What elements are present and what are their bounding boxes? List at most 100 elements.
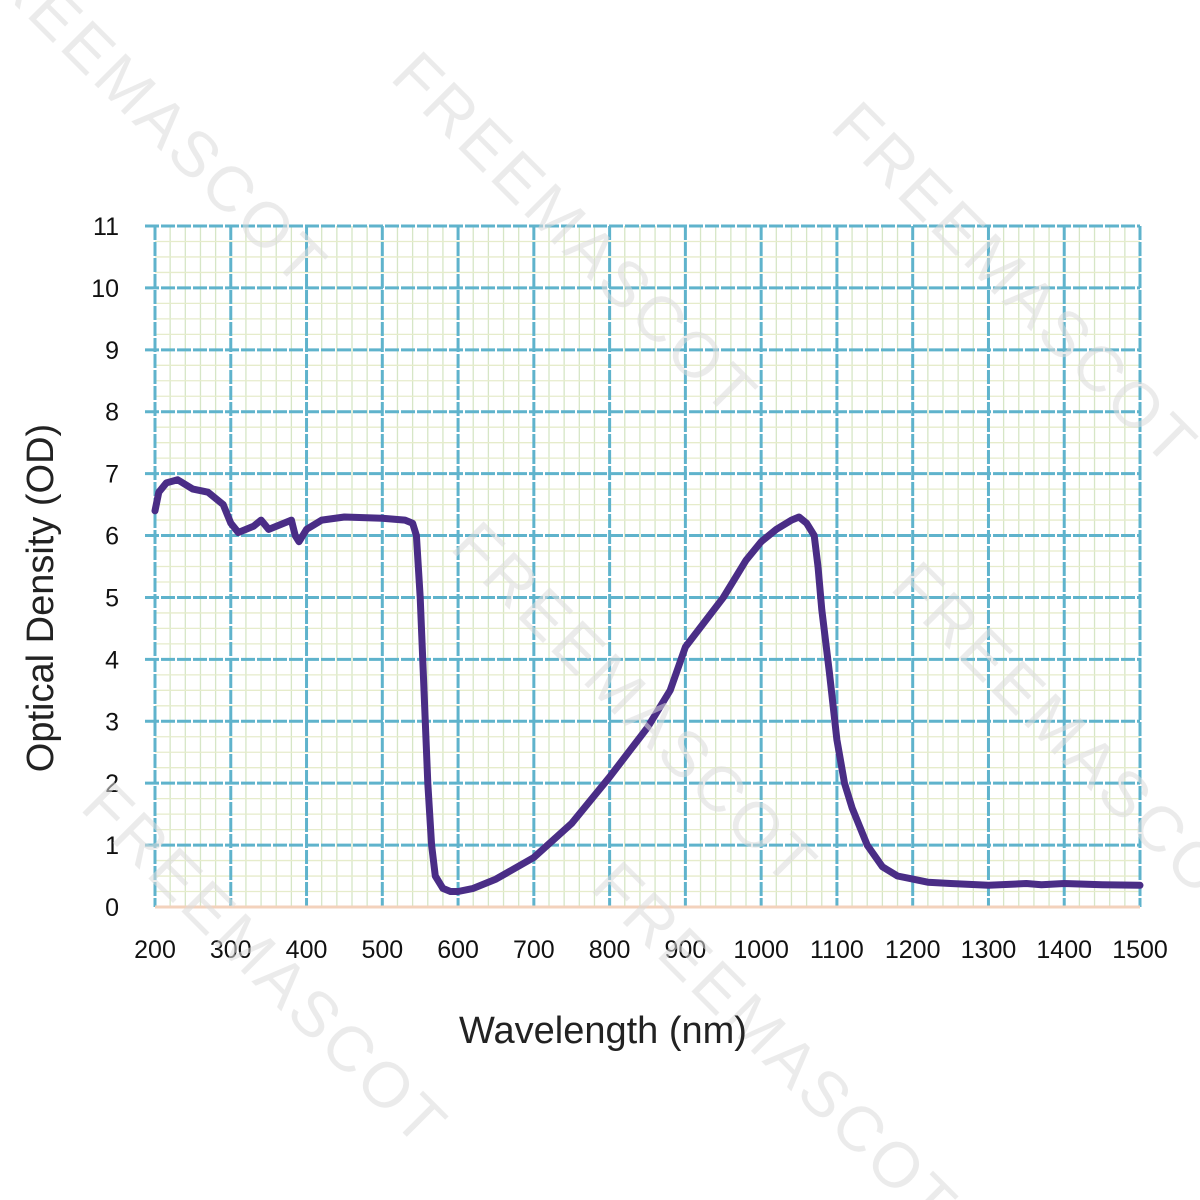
data-point (682, 644, 688, 650)
data-point (819, 607, 825, 613)
data-point (448, 889, 453, 895)
y-tick-label: 9 (105, 337, 119, 365)
data-point (425, 780, 431, 786)
x-tick-labels: 200 300 400 500 600 700 800 900 1000 1100 1200 1300… (134, 936, 1168, 964)
data-point (826, 669, 832, 675)
x-tick-label: 1000 (733, 936, 789, 964)
data-point (834, 737, 840, 743)
data-point (1099, 882, 1105, 888)
data-point (667, 687, 673, 693)
data-point (455, 889, 461, 895)
x-tick-label: 1200 (885, 936, 941, 964)
data-point (1137, 882, 1143, 888)
x-axis-title: Wavelength (nm) (459, 1010, 747, 1052)
data-point (175, 477, 181, 483)
data-point (842, 780, 847, 786)
data-point (266, 526, 272, 532)
x-tick-label: 1300 (961, 936, 1017, 964)
data-point (417, 594, 423, 600)
data-point (470, 885, 476, 891)
x-tick-label: 1100 (810, 936, 864, 964)
data-point (220, 502, 226, 508)
x-tick-label: 1500 (1112, 936, 1168, 964)
data-point (864, 842, 870, 848)
data-point (788, 517, 794, 523)
data-point (235, 529, 241, 535)
data-point (849, 805, 855, 811)
data-point (645, 724, 650, 730)
data-point (569, 820, 575, 826)
data-point (811, 533, 817, 539)
x-tick-label: 700 (513, 936, 555, 964)
data-point (152, 508, 158, 514)
y-tick-label: 6 (105, 523, 119, 551)
data-point (251, 523, 256, 529)
watermark-text: FREEMASCOT (379, 38, 772, 431)
data-point (910, 876, 916, 882)
data-point (440, 885, 446, 891)
data-point (258, 517, 264, 523)
data-point (228, 520, 234, 526)
data-point (720, 594, 726, 600)
y-tick-label: 1 (105, 832, 119, 860)
y-tick-label: 10 (91, 275, 119, 303)
data-point (281, 520, 287, 526)
y-tick-label: 7 (105, 461, 119, 489)
y-tick-label: 8 (105, 399, 119, 427)
data-point (379, 515, 385, 521)
watermark-text: FREEMASCOT (819, 88, 1200, 481)
data-point (948, 880, 954, 886)
data-point (421, 687, 427, 693)
x-tick-label: 400 (286, 936, 328, 964)
y-tick-label: 0 (105, 894, 119, 922)
data-point (1061, 880, 1067, 886)
data-point (292, 533, 298, 539)
data-point (493, 876, 499, 882)
y-tick-label: 11 (93, 213, 119, 241)
y-tick-label: 5 (105, 584, 119, 612)
y-tick-labels: 0 1 2 3 4 5 6 7 8 9 10 11 (91, 213, 119, 922)
data-point (804, 520, 810, 526)
y-tick-label: 4 (105, 646, 119, 674)
data-point (319, 517, 325, 523)
data-point (607, 774, 613, 780)
watermark-text: FREEMASCOT (69, 768, 462, 1161)
series-layer (151, 476, 1144, 895)
grid (145, 224, 1142, 907)
data-point (304, 526, 310, 532)
data-point (190, 486, 196, 492)
y-tick-label: 2 (105, 770, 119, 798)
data-point (163, 480, 169, 486)
x-tick-label: 900 (665, 936, 707, 964)
x-tick-label: 1400 (1036, 936, 1092, 964)
data-point (925, 879, 931, 885)
data-point (413, 533, 419, 539)
x-tick-label: 600 (437, 936, 479, 964)
x-tick-label: 500 (361, 936, 403, 964)
data-point (156, 489, 162, 495)
data-point (296, 539, 302, 545)
data-point (410, 520, 416, 526)
data-point (402, 517, 408, 523)
data-point (985, 882, 991, 888)
data-point (758, 539, 764, 545)
data-point (205, 489, 211, 495)
data-point (429, 842, 435, 848)
y-axis-title: Optical Density (OD) (20, 424, 62, 772)
data-point (288, 517, 294, 523)
x-tick-label: 200 (134, 936, 176, 964)
data-point (815, 564, 821, 569)
data-point (743, 557, 749, 563)
data-point (773, 526, 779, 532)
data-point (895, 873, 901, 879)
data-point (341, 514, 347, 520)
data-point (1023, 880, 1029, 886)
data-point (531, 854, 537, 860)
watermark-text: FREEMASCOT (0, 0, 342, 301)
x-tick-label: 300 (210, 936, 252, 964)
y-tick-label: 3 (105, 708, 119, 736)
data-point (879, 864, 885, 870)
data-point (796, 514, 802, 520)
data-point (1039, 882, 1044, 888)
